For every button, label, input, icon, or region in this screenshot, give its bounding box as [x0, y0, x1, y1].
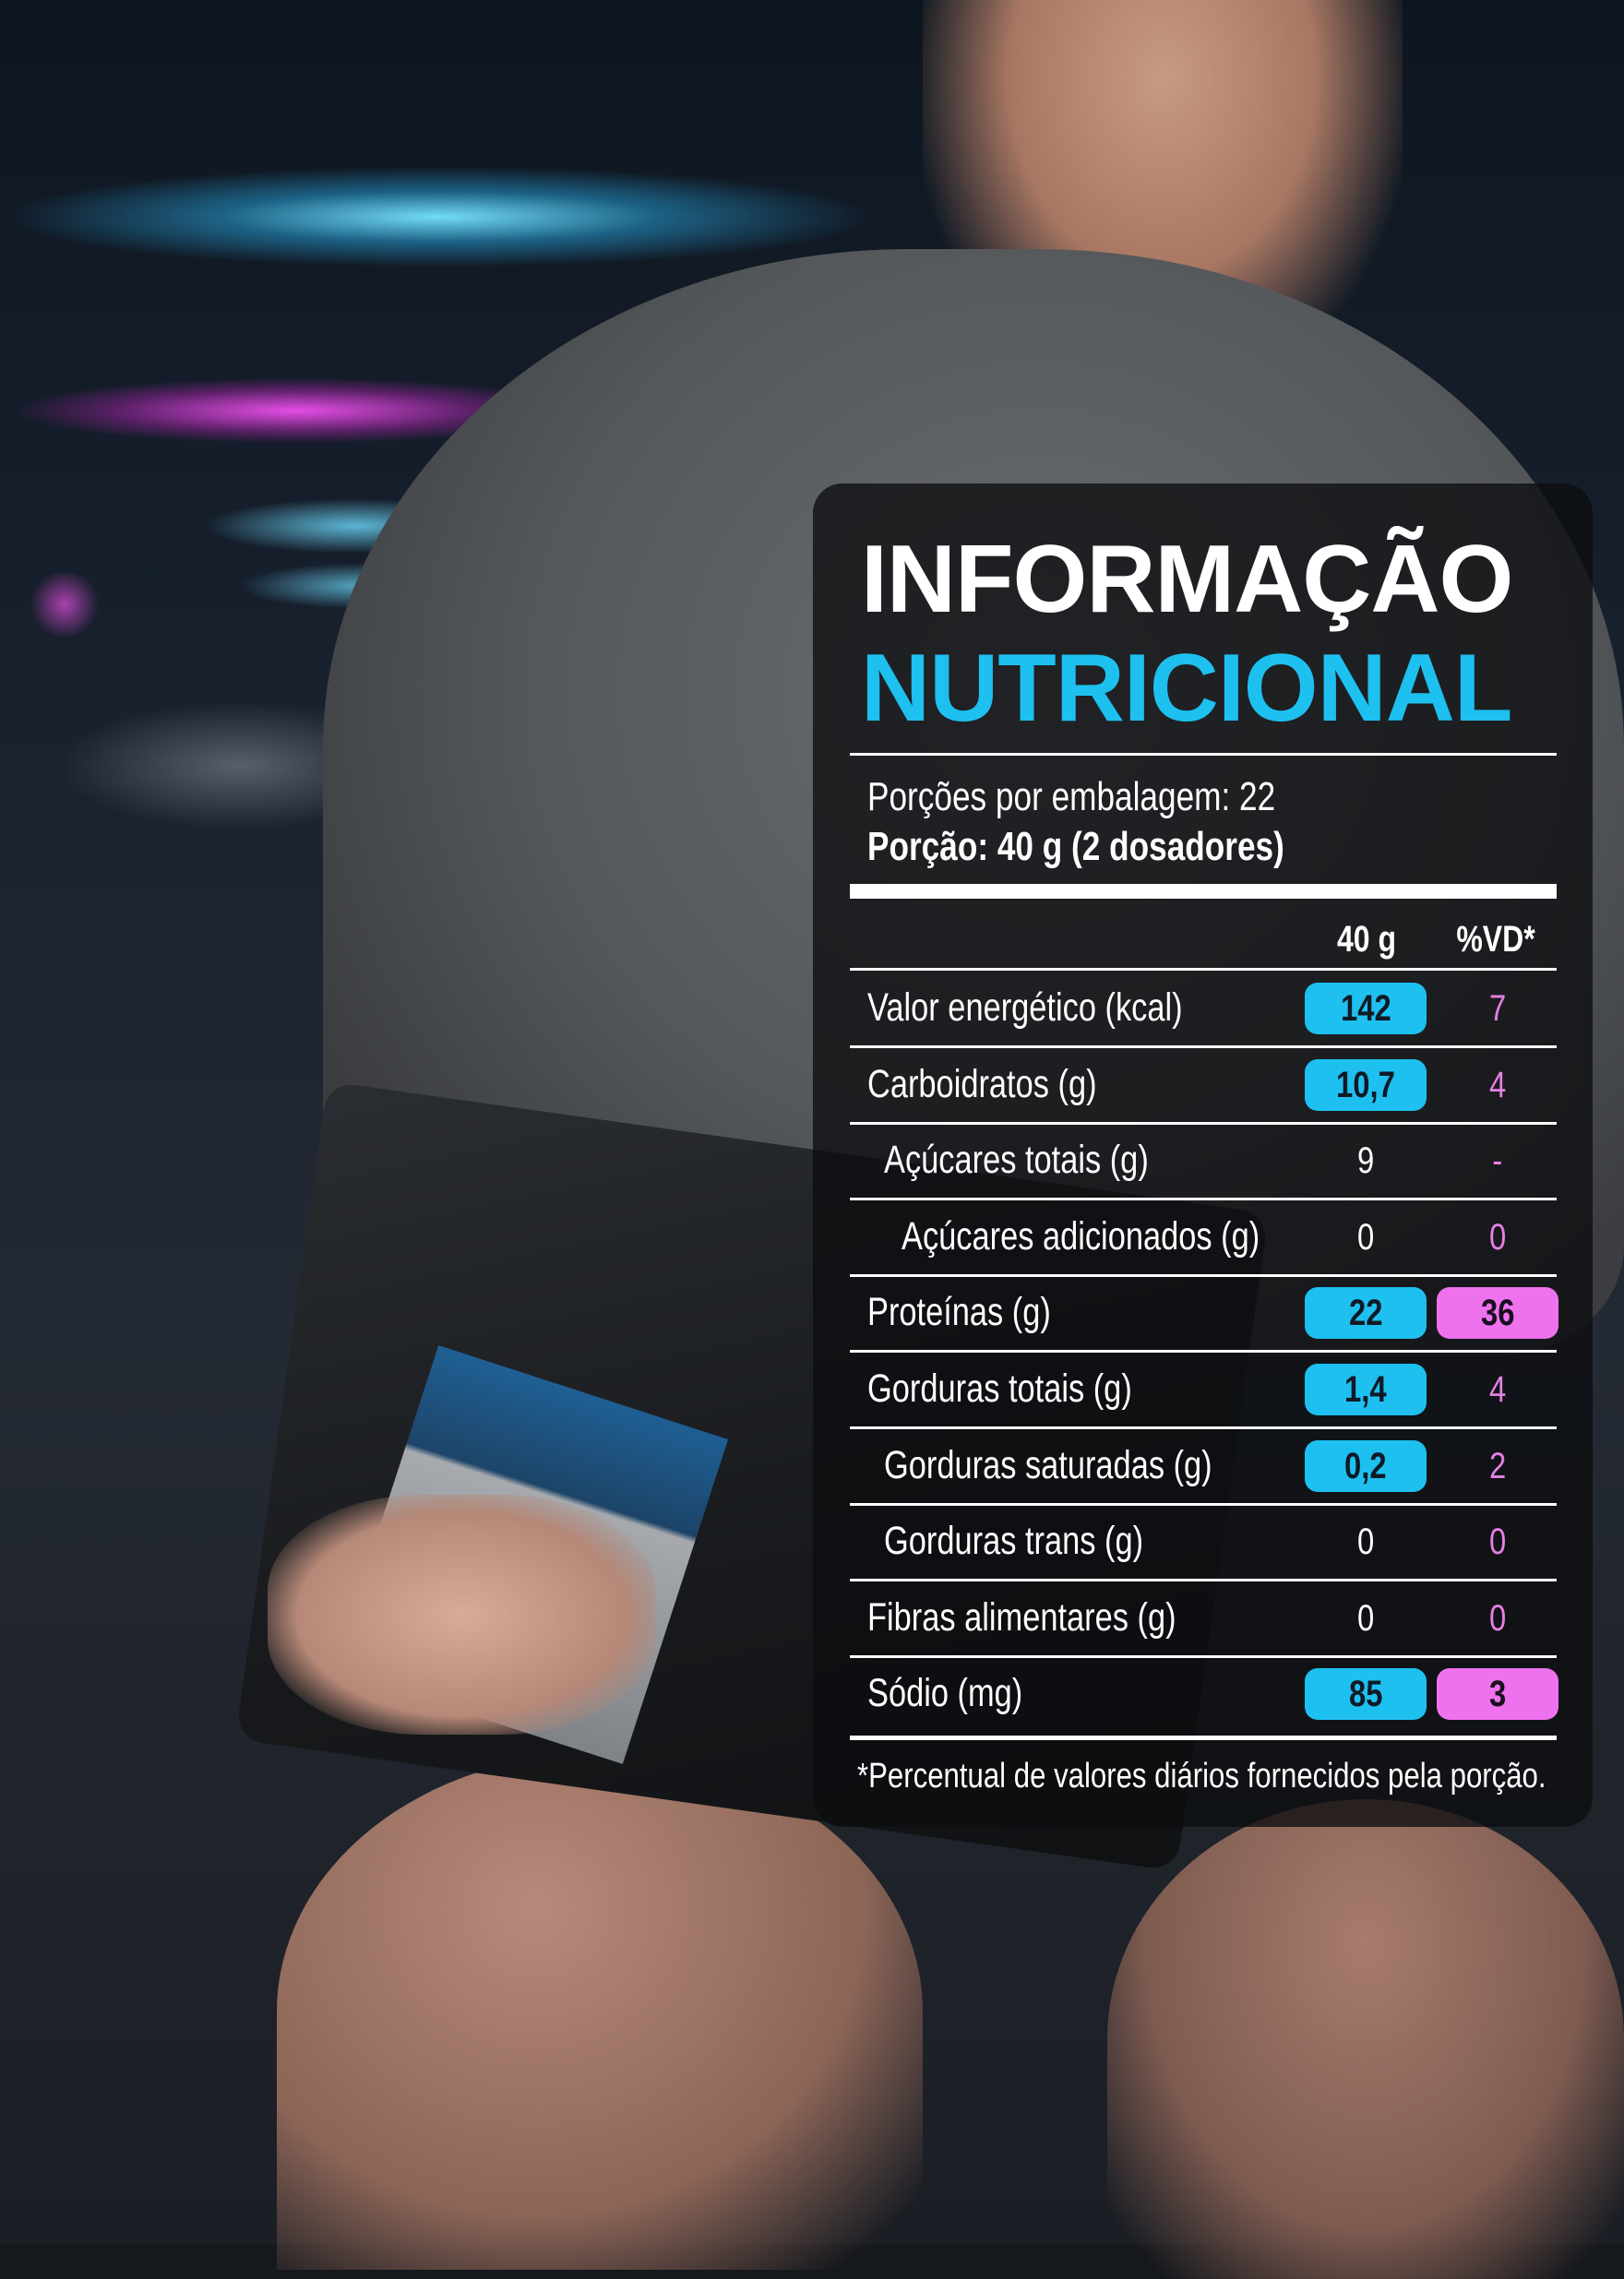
amount-text: 22 [1348, 1293, 1383, 1334]
nutrient-daily-value: 0 [1437, 1593, 1558, 1644]
amount-text: 10,7 [1336, 1064, 1395, 1105]
divider [850, 753, 1557, 756]
row-divider [850, 1426, 1557, 1429]
thick-divider [850, 884, 1557, 899]
nutrient-amount: 1,4 [1305, 1364, 1427, 1415]
servings-per-package: Porções por embalagem: 22 [867, 774, 1276, 819]
row-divider [850, 1198, 1557, 1201]
table-row: Valor energético (kcal) 142 7 [813, 971, 1593, 1048]
divider [850, 1736, 1557, 1740]
table-row: Açúcares totais (g) 9 - [813, 1123, 1593, 1201]
title-line-2: NUTRICIONAL [861, 635, 1512, 742]
amount-text: 0 [1356, 1521, 1375, 1563]
table-row: Fibras alimentares (g) 0 0 [813, 1581, 1593, 1658]
amount-text: 0 [1356, 1216, 1375, 1258]
nutrient-label: Sódio (mg) [867, 1671, 1023, 1716]
row-divider [850, 1502, 1557, 1506]
daily-value-text: 2 [1488, 1445, 1507, 1486]
daily-value-text: 4 [1488, 1064, 1507, 1105]
column-header-daily-value: %VD* [1456, 919, 1535, 960]
amount-text: 1,4 [1344, 1369, 1387, 1410]
nutrient-amount: 85 [1305, 1668, 1427, 1721]
table-row: Gorduras saturadas (g) 0,2 2 [813, 1428, 1593, 1506]
daily-value-text: 4 [1488, 1369, 1507, 1410]
divider [850, 968, 1557, 971]
daily-value-text: 3 [1488, 1674, 1507, 1715]
nutrient-label: Gorduras totais (g) [867, 1366, 1132, 1411]
nutrient-daily-value: 36 [1437, 1287, 1558, 1340]
row-divider [850, 1121, 1557, 1125]
row-divider [850, 1273, 1557, 1277]
daily-value-text: 7 [1488, 988, 1507, 1029]
table-row: Proteínas (g) 22 36 [813, 1275, 1593, 1354]
nutrition-facts-panel: INFORMAÇÃO NUTRICIONAL Porções por embal… [813, 483, 1593, 1827]
nutrient-label: Açúcares adicionados (g) [902, 1213, 1260, 1259]
nutrient-daily-value: 4 [1437, 1059, 1558, 1111]
table-row: Gorduras totais (g) 1,4 4 [813, 1352, 1593, 1429]
column-header-amount: 40 g [1336, 919, 1397, 960]
table-row: Açúcares adicionados (g) 0 0 [813, 1199, 1593, 1277]
nutrient-amount: 0,2 [1305, 1439, 1427, 1492]
table-row: Gorduras trans (g) 0 0 [813, 1504, 1593, 1582]
title-line-1: INFORMAÇÃO [861, 526, 1513, 633]
nutrient-amount: 10,7 [1305, 1058, 1427, 1111]
nutrient-daily-value: - [1437, 1135, 1558, 1187]
table-row: Carboidratos (g) 10,7 4 [813, 1047, 1593, 1125]
footnote: *Percentual de valores diários fornecido… [857, 1757, 1546, 1796]
row-divider [850, 1350, 1557, 1354]
nutrient-daily-value: 7 [1437, 983, 1558, 1034]
amount-text: 9 [1356, 1140, 1375, 1182]
nutrient-label: Açúcares totais (g) [884, 1138, 1149, 1183]
table-row: Sódio (mg) 85 3 [813, 1656, 1593, 1732]
daily-value-text: 0 [1488, 1597, 1507, 1639]
daily-value-text: 0 [1488, 1521, 1507, 1563]
nutrient-label: Valor energético (kcal) [867, 985, 1183, 1030]
daily-value-text: 0 [1488, 1216, 1507, 1258]
nutrient-label: Gorduras saturadas (g) [884, 1442, 1212, 1487]
nutrient-daily-value: 2 [1437, 1440, 1558, 1492]
row-divider [850, 1579, 1557, 1582]
nutrient-amount: 142 [1305, 983, 1427, 1034]
nutrient-amount: 0 [1305, 1211, 1427, 1263]
nutrient-label: Fibras alimentares (g) [867, 1594, 1176, 1640]
nutrient-amount: 0 [1305, 1516, 1427, 1568]
amount-text: 85 [1348, 1674, 1383, 1715]
nutrient-daily-value: 4 [1437, 1364, 1558, 1415]
nutrient-daily-value: 0 [1437, 1211, 1558, 1263]
nutrient-amount: 9 [1305, 1135, 1427, 1187]
nutrient-daily-value: 3 [1437, 1668, 1558, 1721]
daily-value-text: - [1492, 1140, 1503, 1182]
serving-size: Porção: 40 g (2 dosadores) [867, 824, 1284, 869]
amount-text: 142 [1340, 988, 1391, 1029]
nutrient-label: Carboidratos (g) [867, 1061, 1097, 1106]
nutrient-label: Gorduras trans (g) [884, 1519, 1144, 1564]
amount-text: 0 [1356, 1597, 1375, 1639]
row-divider [850, 1045, 1557, 1048]
daily-value-text: 36 [1480, 1293, 1515, 1334]
nutrient-daily-value: 0 [1437, 1516, 1558, 1568]
nutrient-label: Proteínas (g) [867, 1290, 1051, 1335]
nutrient-amount: 0 [1305, 1593, 1427, 1644]
row-divider [850, 1654, 1557, 1658]
amount-text: 0,2 [1344, 1445, 1387, 1486]
nutrient-amount: 22 [1305, 1287, 1427, 1340]
